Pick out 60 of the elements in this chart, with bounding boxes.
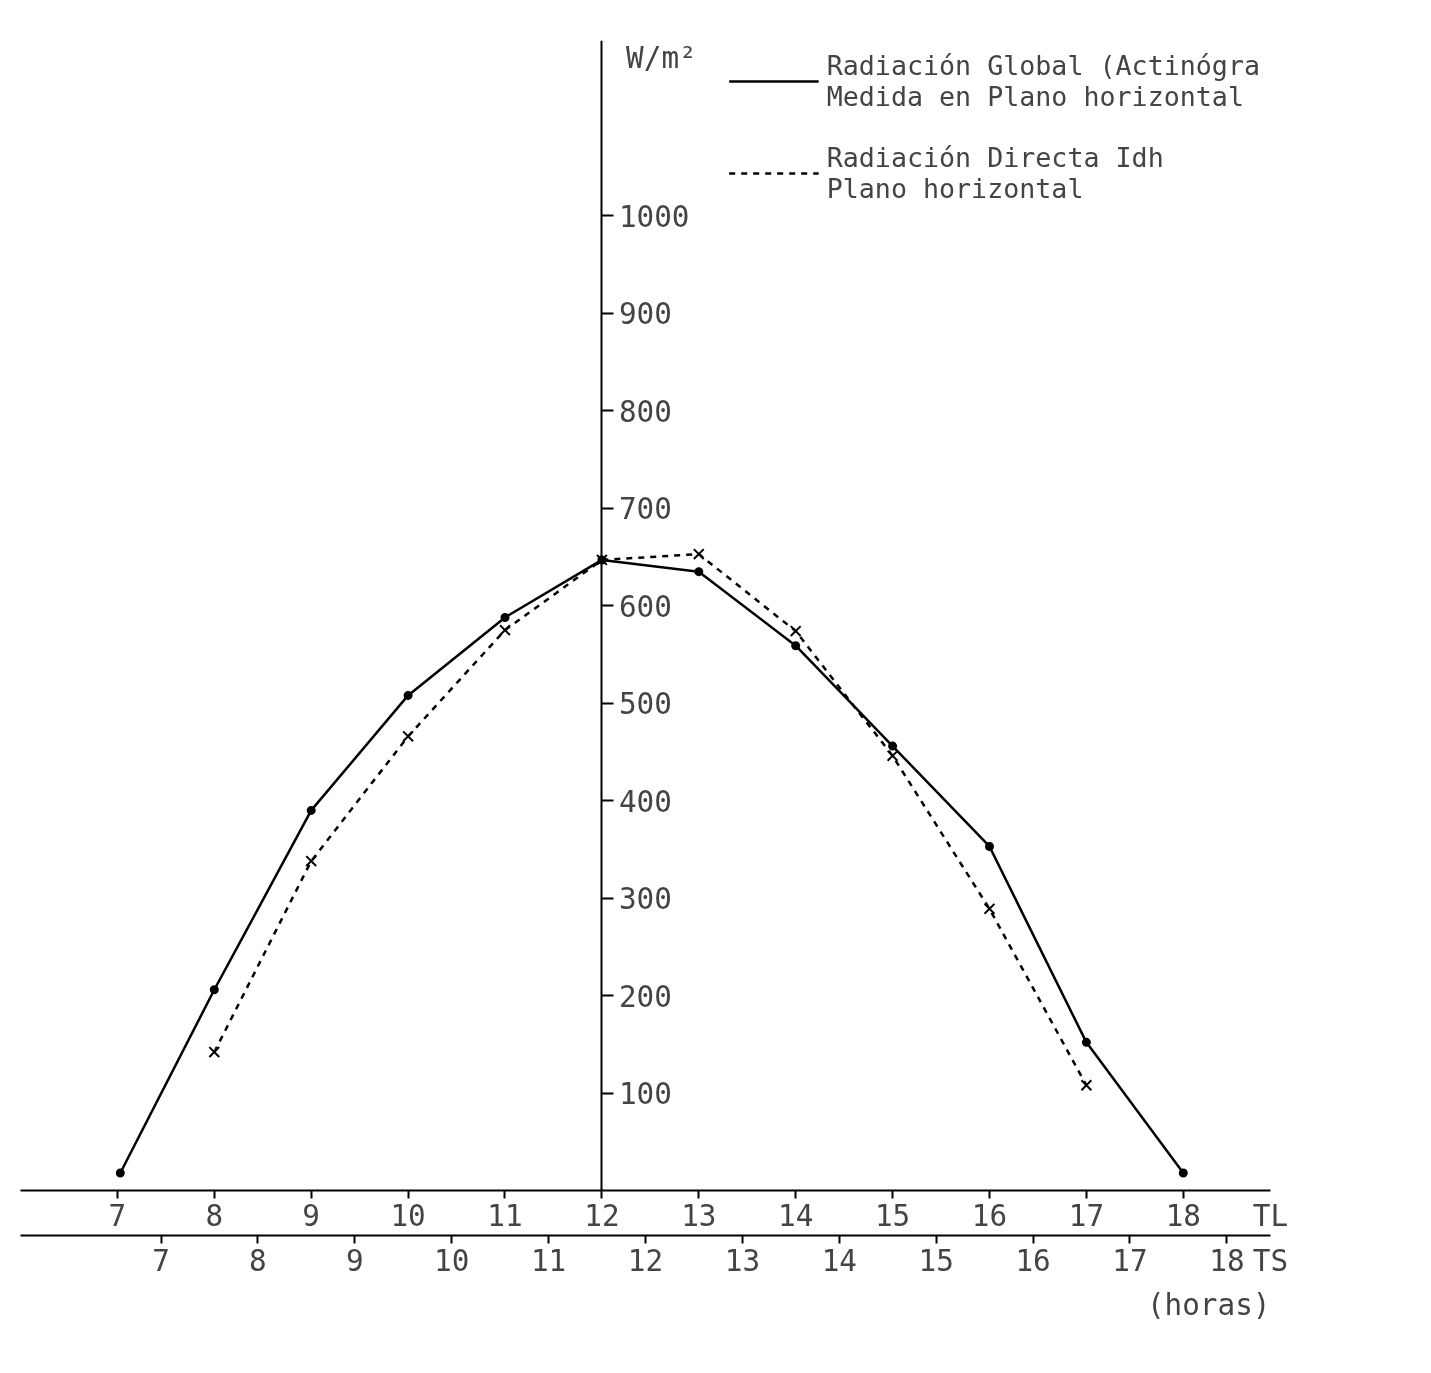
y-tick-label: 500 xyxy=(618,687,672,722)
x-tick-label: 15 xyxy=(874,1198,911,1233)
point xyxy=(1178,1168,1188,1178)
x2-axis-title: TS xyxy=(1252,1243,1289,1278)
point xyxy=(984,841,994,851)
y-tick-label: 200 xyxy=(618,979,672,1014)
point xyxy=(692,548,705,561)
x2-tick-label: 11 xyxy=(530,1243,567,1278)
x-tick-label: 17 xyxy=(1068,1198,1105,1233)
x2-tick-label: 12 xyxy=(627,1243,664,1278)
x2-tick-label: 15 xyxy=(918,1243,954,1278)
y-tick-label: 700 xyxy=(618,492,672,527)
y-tick-label: 400 xyxy=(618,784,672,819)
y-tick-label: 300 xyxy=(618,882,672,917)
point xyxy=(306,805,316,815)
legend-label: Radiación Global (Actinógra Medida en Plano horizontal xyxy=(826,50,1260,112)
point xyxy=(888,741,898,751)
point xyxy=(305,855,318,868)
x2-tick-label: 9 xyxy=(345,1243,364,1278)
x2-tick-label: 7 xyxy=(152,1243,170,1278)
point xyxy=(403,690,413,700)
x2-tick-label: 10 xyxy=(434,1243,470,1278)
point xyxy=(694,567,704,577)
x-tick-label: 14 xyxy=(778,1198,814,1233)
x-tick-label: 13 xyxy=(681,1198,717,1233)
text: (horas) xyxy=(1146,1287,1271,1322)
x-tick-label: 10 xyxy=(390,1198,426,1233)
x-tick-label: 16 xyxy=(971,1198,1008,1233)
y-tick-label: 100 xyxy=(618,1077,672,1112)
x-axis-title: TL xyxy=(1252,1198,1289,1233)
x-tick-label: 8 xyxy=(205,1198,224,1233)
y-tick-label: 900 xyxy=(618,297,672,332)
legend-label: Radiación Directa Idh Plano horizontal xyxy=(826,142,1164,204)
point xyxy=(209,985,219,995)
x2-tick-label: 16 xyxy=(1015,1243,1051,1278)
y-tick-label: 800 xyxy=(618,394,672,429)
x2-tick-label: 14 xyxy=(821,1243,857,1278)
point xyxy=(789,625,802,638)
point xyxy=(983,902,996,915)
point xyxy=(1081,1037,1091,1047)
x2-tick-label: 18 xyxy=(1209,1243,1245,1278)
x2-tick-label: 17 xyxy=(1112,1243,1148,1278)
x-tick-label: 18 xyxy=(1165,1198,1201,1233)
y-axis-title: W/m² xyxy=(626,40,697,75)
point xyxy=(791,641,801,651)
point xyxy=(500,612,510,622)
point xyxy=(886,749,899,762)
x-tick-label: 12 xyxy=(584,1198,620,1233)
x-tick-label: 7 xyxy=(108,1198,127,1233)
x-tick-label: 9 xyxy=(302,1198,321,1233)
point xyxy=(499,624,511,637)
point xyxy=(115,1168,125,1178)
point xyxy=(208,1046,221,1059)
y-tick-label: 1000 xyxy=(618,199,690,234)
point xyxy=(1080,1079,1093,1092)
x2-tick-label: 8 xyxy=(249,1243,267,1278)
x2-tick-label: 13 xyxy=(724,1243,761,1278)
point xyxy=(402,730,415,743)
y-tick-label: 600 xyxy=(618,589,672,624)
x-tick-label: 11 xyxy=(487,1198,523,1233)
